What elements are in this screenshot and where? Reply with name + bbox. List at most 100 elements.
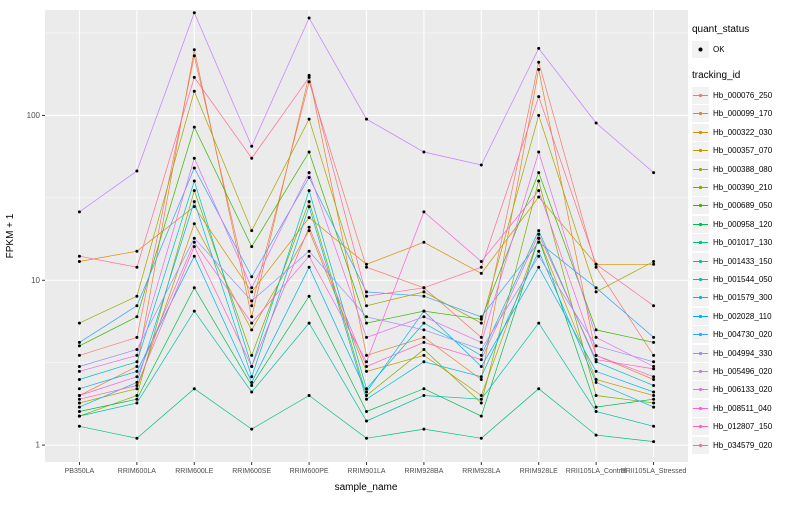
data-point — [77, 401, 81, 405]
x-axis-title: sample_name — [335, 482, 398, 493]
legend-item-label: Hb_000390_210 — [713, 183, 773, 193]
data-point — [537, 249, 541, 253]
data-point — [77, 344, 81, 348]
data-point — [652, 405, 656, 409]
point-icon — [698, 388, 703, 392]
data-point — [652, 353, 656, 357]
plot-area: 1 10 100 PB350LA RRIM600LA RRIM600LE RRIM600SE… — [5, 10, 688, 493]
data-point — [307, 294, 311, 298]
data-point — [652, 171, 656, 175]
data-point — [652, 360, 656, 364]
data-point — [479, 348, 483, 351]
data-point — [365, 304, 368, 308]
data-point — [652, 424, 656, 428]
data-point — [479, 358, 483, 362]
data-point — [479, 401, 483, 405]
legend-item-Hb_000689_050: Hb_000689_050 — [692, 197, 798, 215]
data-point — [422, 240, 426, 244]
data-point — [135, 401, 139, 405]
data-point — [307, 265, 311, 269]
legend-line-swatch — [692, 418, 709, 436]
data-point — [250, 384, 254, 387]
data-point — [77, 397, 81, 401]
data-point — [77, 405, 81, 409]
data-point — [135, 380, 139, 384]
data-point — [250, 427, 254, 431]
legend-line-swatch — [692, 142, 709, 160]
data-point — [192, 166, 196, 170]
x-tick-label: RRII105LA_Control — [566, 468, 627, 475]
tracking-legend-items: Hb_000076_250 Hb_000099_170 Hb_000322_030 H… — [692, 86, 798, 454]
legend-item-Hb_034579_020: Hb_034579_020 — [692, 436, 798, 454]
legend-item-Hb_008511_040: Hb_008511_040 — [692, 399, 798, 417]
data-point — [307, 150, 311, 154]
legend-line-swatch — [692, 179, 709, 197]
data-point — [250, 328, 254, 332]
data-point — [250, 304, 254, 308]
data-point — [652, 384, 656, 387]
data-point — [192, 205, 196, 209]
data-point — [192, 89, 196, 93]
data-point — [537, 321, 541, 325]
point-icon — [698, 443, 703, 447]
legend-line-swatch — [692, 215, 709, 233]
data-point — [422, 321, 426, 325]
data-point — [479, 321, 483, 325]
data-point — [250, 229, 254, 233]
data-point — [594, 353, 598, 357]
data-point — [479, 271, 483, 275]
legend-item-Hb_000322_030: Hb_000322_030 — [692, 123, 798, 141]
data-point — [192, 54, 196, 58]
data-point — [422, 335, 426, 339]
data-point — [594, 380, 598, 384]
data-point — [365, 365, 368, 368]
data-point — [537, 113, 541, 117]
legend-item-label: Hb_004730_020 — [713, 330, 773, 340]
point-icon — [698, 351, 703, 355]
data-point — [479, 317, 483, 321]
x-tick-label: RRIM600LE — [175, 468, 213, 475]
point-icon — [698, 185, 703, 190]
legend-item-label: Hb_000076_250 — [713, 91, 773, 101]
data-point — [537, 179, 541, 183]
data-point — [537, 387, 541, 391]
data-point — [77, 369, 81, 373]
legend-item-label: Hb_000388_080 — [713, 164, 773, 174]
legend-line-swatch — [692, 252, 709, 270]
legend-item-label: Hb_006133_020 — [713, 385, 773, 395]
data-point — [479, 260, 483, 263]
data-point — [365, 265, 368, 269]
data-point — [77, 210, 81, 214]
legend-line-swatch — [692, 344, 709, 362]
legend-item-label: Hb_012807_150 — [713, 422, 773, 432]
data-point — [537, 95, 541, 99]
data-point — [192, 48, 196, 52]
data-point — [135, 265, 139, 269]
data-point — [192, 179, 196, 183]
data-point — [365, 360, 368, 364]
data-point — [365, 436, 368, 440]
legend-item-ok: OK — [692, 40, 798, 58]
data-point — [479, 265, 483, 269]
point-icon — [698, 369, 703, 374]
legend-item-label: Hb_001579_300 — [713, 293, 773, 303]
legend-item-Hb_000958_120: Hb_000958_120 — [692, 215, 798, 233]
data-point — [307, 171, 311, 175]
data-point — [365, 117, 368, 121]
data-point — [77, 387, 81, 391]
data-point — [422, 294, 426, 298]
ok-point-swatch — [692, 40, 709, 58]
plot-svg: 1 10 100 PB350LA RRIM600LA RRIM600LE RRIM600SE… — [5, 10, 688, 493]
data-point — [365, 410, 368, 413]
data-point — [192, 286, 196, 290]
data-point — [537, 195, 541, 199]
point-icon — [698, 259, 703, 263]
data-point — [537, 60, 541, 64]
data-point — [422, 348, 426, 351]
data-point — [135, 335, 139, 339]
data-point — [307, 254, 311, 258]
data-point — [307, 216, 311, 220]
data-point — [422, 286, 426, 290]
y-tick-label: 10 — [31, 276, 40, 285]
data-point — [652, 260, 656, 263]
